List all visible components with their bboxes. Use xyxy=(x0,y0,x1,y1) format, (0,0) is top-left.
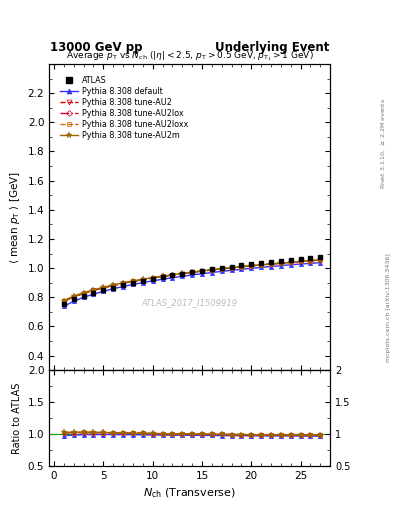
Text: 13000 GeV pp: 13000 GeV pp xyxy=(50,41,142,54)
X-axis label: $N_{\mathrm{ch}}$ (Transverse): $N_{\mathrm{ch}}$ (Transverse) xyxy=(143,486,236,500)
Text: ATLAS_2017_I1509919: ATLAS_2017_I1509919 xyxy=(141,298,238,307)
Text: mcplots.cern.ch [arXiv:1306.3436]: mcplots.cern.ch [arXiv:1306.3436] xyxy=(386,253,391,361)
Text: Underlying Event: Underlying Event xyxy=(215,41,329,54)
Y-axis label: Ratio to ATLAS: Ratio to ATLAS xyxy=(12,382,22,454)
Text: Rivet 3.1.10, $\geq$ 2.2M events: Rivet 3.1.10, $\geq$ 2.2M events xyxy=(379,98,387,189)
Title: Average $p_{\mathrm{T}}$ vs $N_{\mathrm{ch}}$ ($|\eta| < 2.5$, $p_{\mathrm{T}} >: Average $p_{\mathrm{T}}$ vs $N_{\mathrm{… xyxy=(66,50,314,63)
Y-axis label: $\langle$ mean $p_{\mathrm{T}}$ $\rangle$ [GeV]: $\langle$ mean $p_{\mathrm{T}}$ $\rangle… xyxy=(8,170,22,264)
Legend: ATLAS, Pythia 8.308 default, Pythia 8.308 tune-AU2, Pythia 8.308 tune-AU2lox, Py: ATLAS, Pythia 8.308 default, Pythia 8.30… xyxy=(59,74,190,141)
